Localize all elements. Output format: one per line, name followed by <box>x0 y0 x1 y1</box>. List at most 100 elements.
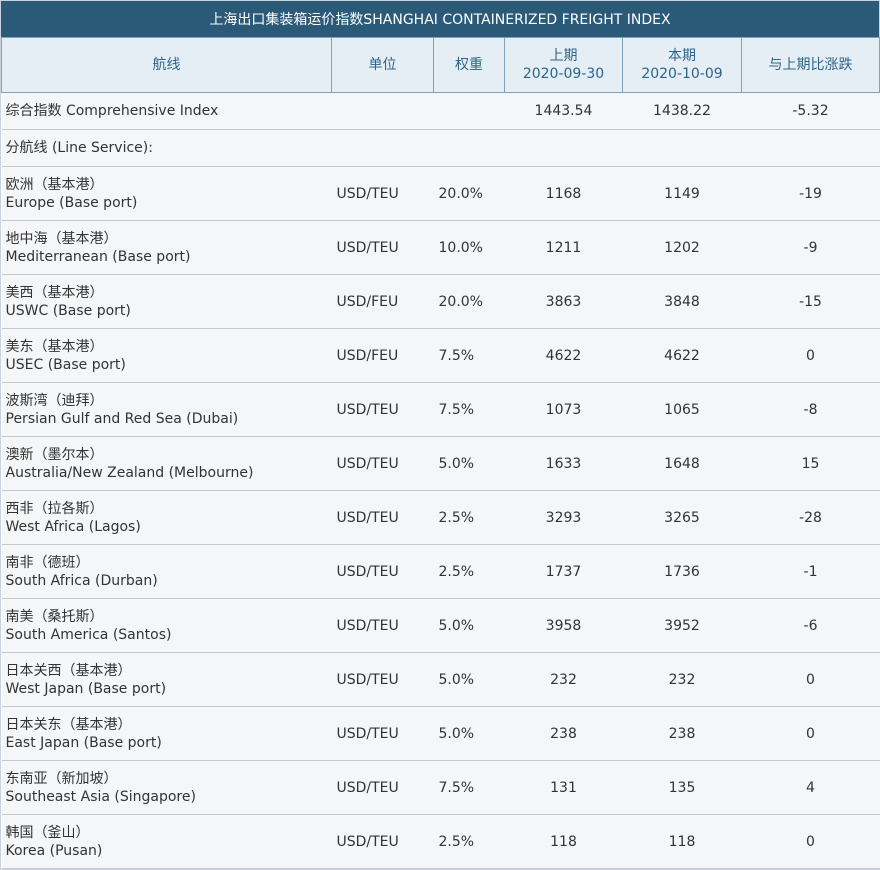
route-previous: 238 <box>504 706 623 761</box>
route-change: -1 <box>741 544 880 599</box>
composite-unit <box>331 92 434 130</box>
route-name-en: South America (Santos) <box>5 626 172 643</box>
composite-row: 综合指数 Comprehensive Index 1443.54 1438.22… <box>1 92 880 130</box>
table-row: 美西（基本港） USWC (Base port) USD/FEU 20.0% 3863 3… <box>1 274 880 329</box>
route-current: 118 <box>622 814 742 869</box>
route-name-zh: 美西（基本港） <box>5 284 104 301</box>
route-unit: USD/FEU <box>331 328 434 383</box>
route-unit: USD/TEU <box>331 220 434 275</box>
route-weight: 2.5% <box>433 490 505 545</box>
route-weight: 7.5% <box>433 382 505 437</box>
route-change: -8 <box>741 382 880 437</box>
route-previous: 232 <box>504 652 623 707</box>
route-name-zh: 欧洲（基本港） <box>5 176 104 193</box>
route-previous: 3958 <box>504 598 623 653</box>
route-current: 232 <box>622 652 742 707</box>
header-previous-label: 上期 <box>549 48 578 64</box>
route-name: 澳新（墨尔本） Australia/New Zealand (Melbourne) <box>1 436 332 491</box>
route-name-zh: 美东（基本港） <box>5 338 104 355</box>
table-row: 南非（德班） South Africa (Durban) USD/TEU 2.5% 17… <box>1 544 880 599</box>
freight-index-table: 航线 单位 权重 上期 2020-09-30 本期 2020-10-09 与上期… <box>1 37 880 869</box>
route-name-zh: 韩国（釜山） <box>5 824 90 841</box>
route-name: 韩国（釜山） Korea (Pusan) <box>1 814 332 869</box>
route-name-en: USWC (Base port) <box>5 302 131 319</box>
route-name: 南美（桑托斯） South America (Santos) <box>1 598 332 653</box>
route-previous: 3863 <box>504 274 623 329</box>
route-unit: USD/TEU <box>331 760 434 815</box>
route-weight: 20.0% <box>433 166 505 221</box>
table-row: 欧洲（基本港） Europe (Base port) USD/TEU 20.0% 116… <box>1 166 880 221</box>
route-previous: 1737 <box>504 544 623 599</box>
route-name-en: Europe (Base port) <box>5 194 138 211</box>
header-row: 航线 单位 权重 上期 2020-09-30 本期 2020-10-09 与上期… <box>1 37 880 93</box>
route-unit: USD/TEU <box>331 544 434 599</box>
route-name-zh: 西非（拉各斯） <box>5 500 104 517</box>
route-name-en: Mediterranean (Base port) <box>5 248 191 265</box>
table-row: 地中海（基本港） Mediterranean (Base port) USD/TEU… <box>1 220 880 275</box>
table-row: 波斯湾（迪拜） Persian Gulf and Red Sea (Dubai) U… <box>1 382 880 437</box>
route-name-zh: 地中海（基本港） <box>5 230 118 247</box>
route-unit: USD/TEU <box>331 382 434 437</box>
route-current: 1648 <box>622 436 742 491</box>
route-previous: 1633 <box>504 436 623 491</box>
table-row: 澳新（墨尔本） Australia/New Zealand (Melbourne)… <box>1 436 880 491</box>
route-weight: 20.0% <box>433 274 505 329</box>
route-change: -6 <box>741 598 880 653</box>
route-current: 1202 <box>622 220 742 275</box>
route-name: 东南亚（新加坡） Southeast Asia (Singapore) <box>1 760 332 815</box>
route-change: 0 <box>741 814 880 869</box>
route-weight: 5.0% <box>433 706 505 761</box>
table-row: 日本关东（基本港） East Japan (Base port) USD/TEU 5.… <box>1 706 880 761</box>
route-current: 238 <box>622 706 742 761</box>
header-previous-date: 2020-09-30 <box>522 66 605 82</box>
composite-weight <box>433 92 505 130</box>
route-name-zh: 东南亚（新加坡） <box>5 770 118 787</box>
route-unit: USD/TEU <box>331 706 434 761</box>
header-previous: 上期 2020-09-30 <box>504 37 623 93</box>
route-weight: 5.0% <box>433 436 505 491</box>
route-name: 欧洲（基本港） Europe (Base port) <box>1 166 332 221</box>
route-change: -9 <box>741 220 880 275</box>
route-unit: USD/TEU <box>331 598 434 653</box>
route-name-en: West Japan (Base port) <box>5 680 167 697</box>
route-name-en: Southeast Asia (Singapore) <box>5 788 196 805</box>
line-service-label: 分航线 (Line Service): <box>1 129 880 167</box>
route-name-zh: 波斯湾（迪拜） <box>5 392 104 409</box>
route-unit: USD/FEU <box>331 274 434 329</box>
table-row: 西非（拉各斯） West Africa (Lagos) USD/TEU 2.5% 329… <box>1 490 880 545</box>
route-unit: USD/TEU <box>331 166 434 221</box>
route-name: 美东（基本港） USEC (Base port) <box>1 328 332 383</box>
header-unit: 单位 <box>331 37 434 93</box>
table-title: 上海出口集装箱运价指数SHANGHAI CONTAINERIZED FREIGH… <box>1 1 879 37</box>
route-weight: 7.5% <box>433 760 505 815</box>
route-current: 3952 <box>622 598 742 653</box>
route-name: 波斯湾（迪拜） Persian Gulf and Red Sea (Dubai) <box>1 382 332 437</box>
route-name: 西非（拉各斯） West Africa (Lagos) <box>1 490 332 545</box>
route-change: -19 <box>741 166 880 221</box>
table-row: 南美（桑托斯） South America (Santos) USD/TEU 5.0%… <box>1 598 880 653</box>
route-current: 135 <box>622 760 742 815</box>
route-previous: 3293 <box>504 490 623 545</box>
composite-change: -5.32 <box>741 92 880 130</box>
route-name-en: Australia/New Zealand (Melbourne) <box>5 464 254 481</box>
header-current-label: 本期 <box>668 48 696 64</box>
route-change: 0 <box>741 328 880 383</box>
route-change: -15 <box>741 274 880 329</box>
route-current: 1065 <box>622 382 742 437</box>
header-current: 本期 2020-10-09 <box>622 37 742 93</box>
route-weight: 2.5% <box>433 544 505 599</box>
route-weight: 5.0% <box>433 598 505 653</box>
route-unit: USD/TEU <box>331 490 434 545</box>
composite-label: 综合指数 Comprehensive Index <box>1 92 332 130</box>
route-name: 日本关西（基本港） West Japan (Base port) <box>1 652 332 707</box>
route-name-zh: 日本关西（基本港） <box>5 662 132 679</box>
route-name: 美西（基本港） USWC (Base port) <box>1 274 332 329</box>
route-previous: 4622 <box>504 328 623 383</box>
route-weight: 7.5% <box>433 328 505 383</box>
route-name-en: USEC (Base port) <box>5 356 126 373</box>
composite-previous: 1443.54 <box>504 92 623 130</box>
table-row: 美东（基本港） USEC (Base port) USD/FEU 7.5% 4622 46… <box>1 328 880 383</box>
route-current: 3265 <box>622 490 742 545</box>
route-name-en: West Africa (Lagos) <box>5 518 141 535</box>
